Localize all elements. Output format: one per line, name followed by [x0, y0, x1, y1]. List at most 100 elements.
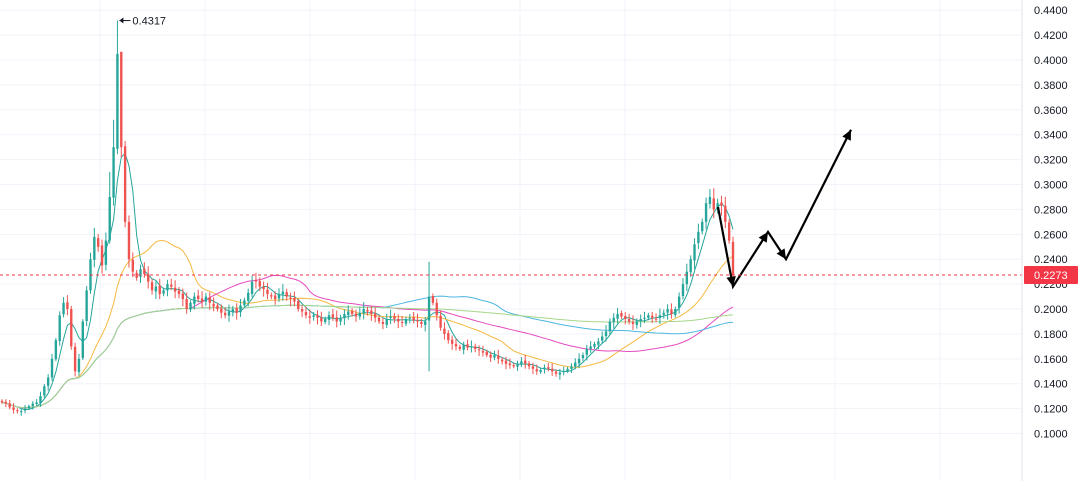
candle-body	[454, 343, 458, 347]
candle-body	[200, 298, 204, 302]
y-tick-label: 0.1400	[1034, 379, 1068, 391]
candle-body	[316, 314, 319, 318]
candle-body	[239, 305, 242, 313]
y-tick-label: 0.3400	[1034, 130, 1068, 142]
candle-body	[12, 407, 15, 410]
candle-body	[27, 406, 31, 409]
candle-body	[712, 198, 715, 210]
candle-body	[616, 314, 619, 319]
candle-body	[43, 386, 46, 396]
projection-arrowhead	[758, 231, 768, 243]
high-pointer-arrow	[119, 17, 124, 24]
candle-body	[150, 282, 154, 291]
candle-body	[389, 316, 392, 319]
candle-body	[127, 221, 131, 260]
candle-body	[716, 203, 719, 209]
candle-body	[347, 311, 350, 315]
candle-body	[677, 296, 681, 309]
candle-body	[231, 309, 235, 313]
candle-body	[435, 302, 438, 316]
projection-line	[716, 129, 852, 290]
candle-body	[170, 284, 173, 287]
candle-body	[81, 321, 84, 359]
candle-body	[173, 287, 177, 292]
projection-path	[716, 129, 852, 290]
candle-body	[724, 205, 727, 222]
candle-body	[339, 317, 342, 322]
candle-body	[635, 321, 639, 325]
candle-body	[166, 284, 169, 291]
candle-body	[258, 281, 261, 287]
candle-body	[197, 295, 200, 300]
current-price-badge	[1024, 266, 1078, 285]
candle-body	[250, 281, 254, 294]
candle-body	[524, 360, 527, 364]
candle-body	[550, 368, 554, 372]
candle-body	[270, 295, 273, 297]
y-tick-label: 0.2600	[1034, 229, 1068, 241]
candle-body	[66, 302, 69, 310]
y-tick-label: 0.1800	[1034, 329, 1068, 341]
candle-body	[131, 259, 135, 272]
candle-body	[193, 296, 196, 304]
current-price-label: 0.2273	[1034, 270, 1068, 282]
candle-body	[493, 355, 496, 358]
candle-body	[139, 269, 142, 277]
candle-body	[512, 365, 515, 367]
candle-body	[208, 297, 211, 303]
candle-body	[427, 296, 431, 321]
candle-body	[300, 309, 304, 312]
candle-body	[400, 321, 404, 323]
candle-body	[577, 358, 581, 364]
candle-body	[135, 272, 138, 278]
candle-body	[354, 313, 358, 317]
candle-body	[104, 240, 108, 265]
candle-body	[216, 305, 219, 310]
candle-body	[620, 313, 623, 317]
candle-body	[35, 402, 38, 404]
candle-body	[562, 371, 565, 373]
y-tick-label: 0.1600	[1034, 354, 1068, 366]
candle-body	[404, 319, 408, 324]
candle-body	[358, 312, 361, 317]
candle-body	[254, 280, 258, 282]
candle-body	[447, 333, 450, 341]
candle-body	[331, 314, 335, 318]
candle-body	[543, 367, 546, 370]
candle-body	[466, 344, 469, 348]
ma-5-line	[1, 152, 734, 411]
candle-body	[377, 317, 381, 322]
candle-body	[412, 317, 415, 321]
candle-body	[158, 285, 161, 295]
candle-body	[362, 309, 365, 314]
candle-body	[731, 241, 735, 276]
candle-body	[651, 315, 654, 318]
candle-body	[374, 313, 377, 318]
candle-body	[273, 295, 277, 300]
moving-averages	[1, 152, 734, 411]
candle-body	[320, 317, 323, 322]
candle-body	[50, 358, 54, 378]
price-axis[interactable]: 0.4400 0.4200 0.4000 0.3800 0.3600 0.3400 0.32…	[1021, 0, 1078, 481]
candle-body	[500, 359, 504, 362]
candle-body	[4, 401, 8, 404]
candle-body	[189, 302, 192, 310]
candle-body	[289, 297, 292, 300]
candle-body	[670, 309, 673, 315]
candle-body	[8, 403, 11, 408]
candle-body	[708, 196, 712, 204]
candle-body	[220, 308, 223, 313]
candle-body	[243, 300, 246, 306]
candle-body	[162, 290, 165, 294]
candle-body	[600, 336, 604, 341]
candle-body	[266, 289, 269, 295]
candle-body	[62, 302, 65, 315]
y-tick-label: 0.4400	[1034, 5, 1068, 17]
candle-body	[20, 411, 23, 413]
candle-body	[0, 400, 4, 403]
candle-body	[16, 410, 19, 412]
candle-body	[123, 146, 127, 222]
candle-body	[662, 312, 665, 315]
